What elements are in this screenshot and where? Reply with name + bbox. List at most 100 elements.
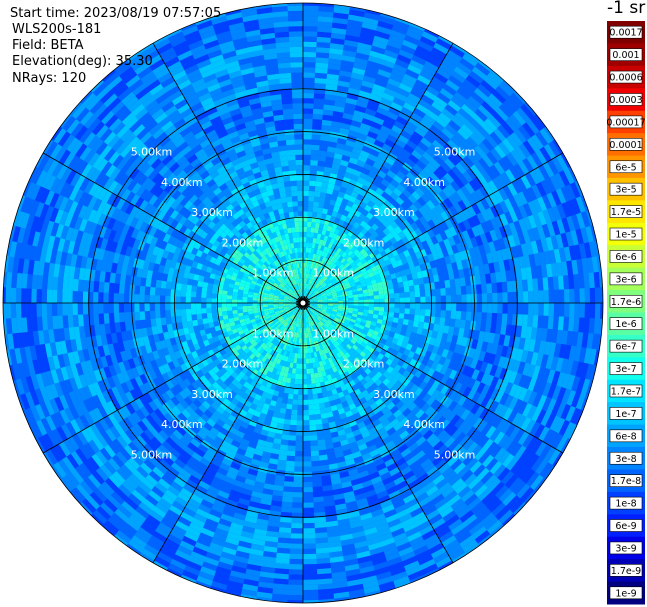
range-gate (327, 63, 341, 71)
range-gate (298, 379, 303, 385)
range-gate (345, 272, 352, 278)
range-gate (344, 102, 357, 111)
range-gate (370, 279, 377, 285)
range-gate (405, 207, 415, 217)
range-gate (337, 80, 351, 88)
range-gate (303, 288, 306, 294)
range-gate (531, 496, 547, 513)
range-gate (581, 258, 589, 274)
range-gate (506, 152, 519, 167)
range-gate (289, 558, 303, 565)
range-gate (583, 242, 592, 259)
range-gate (424, 190, 435, 201)
range-gate (322, 246, 328, 253)
range-gate (323, 276, 328, 282)
range-gate (405, 185, 416, 195)
range-gate (466, 152, 479, 165)
range-gate (410, 221, 419, 231)
range-gate (393, 266, 401, 274)
range-gate (398, 313, 405, 320)
range-gate (327, 68, 341, 76)
range-gate (586, 257, 594, 274)
range-gate (481, 293, 488, 304)
range-gate (429, 124, 442, 136)
range-gate (470, 236, 479, 248)
range-gate (345, 188, 353, 196)
range-gate (403, 262, 410, 270)
range-gate (483, 75, 499, 90)
range-gate (451, 115, 465, 128)
range-gate (306, 378, 312, 385)
range-gate (447, 99, 462, 112)
range-gate (315, 175, 324, 182)
range-gate (384, 259, 392, 266)
range-gate (286, 455, 295, 462)
range-gate (444, 279, 451, 289)
range-gate (335, 253, 342, 260)
range-gate (329, 48, 344, 55)
range-gate (369, 93, 383, 103)
range-gate (524, 172, 537, 187)
range-gate (522, 291, 529, 304)
range-gate (374, 157, 386, 166)
range-gate (349, 280, 356, 285)
range-gate (352, 294, 359, 298)
range-gate (354, 181, 364, 190)
range-gate (428, 143, 441, 155)
range-gate (319, 289, 325, 294)
range-gate (417, 122, 430, 134)
range-gate (418, 315, 425, 323)
range-gate (388, 268, 396, 275)
range-gate (537, 211, 547, 226)
range-gate (528, 290, 534, 304)
range-gate (316, 434, 325, 441)
range-gate (348, 277, 354, 283)
range-gate (314, 186, 322, 193)
range-gate (314, 527, 328, 534)
range-gate (493, 128, 507, 142)
range-gate (315, 57, 329, 64)
range-gate (381, 211, 390, 221)
range-gate (326, 78, 339, 86)
range-gate (330, 37, 345, 45)
range-gate (396, 87, 411, 98)
range-gate (502, 185, 514, 199)
range-gate (520, 174, 532, 190)
range-gate (359, 122, 372, 132)
range-gate (335, 235, 342, 242)
range-gate (283, 486, 294, 493)
range-gate (303, 82, 315, 89)
range-gate (492, 177, 503, 191)
range-gate (405, 68, 420, 80)
range-gate (319, 407, 327, 414)
range-gate (422, 231, 431, 241)
range-gate (341, 117, 353, 126)
range-gate (306, 273, 310, 279)
range-gate (405, 255, 413, 263)
range-gate (465, 311, 472, 321)
range-gate (315, 424, 323, 431)
range-gate (456, 561, 474, 575)
range-gate (372, 191, 382, 200)
range-gate (313, 403, 320, 410)
range-gate (401, 210, 411, 220)
range-gate (426, 176, 437, 187)
range-gate (480, 221, 490, 234)
range-gate (451, 244, 459, 255)
range-gate (400, 201, 410, 211)
range-gate (307, 252, 311, 259)
range-gate (352, 169, 362, 177)
range-gate (310, 160, 319, 166)
range-gate (573, 244, 582, 260)
range-gate (310, 149, 320, 156)
range-gate (402, 280, 409, 288)
range-gate (440, 146, 452, 159)
range-gate (292, 492, 303, 498)
range-gate (312, 108, 324, 115)
range-gate (418, 183, 429, 194)
range-gate (353, 278, 360, 284)
range-gate (40, 470, 55, 487)
range-gate (348, 195, 357, 204)
range-gate (564, 303, 570, 318)
range-gate (360, 267, 367, 274)
